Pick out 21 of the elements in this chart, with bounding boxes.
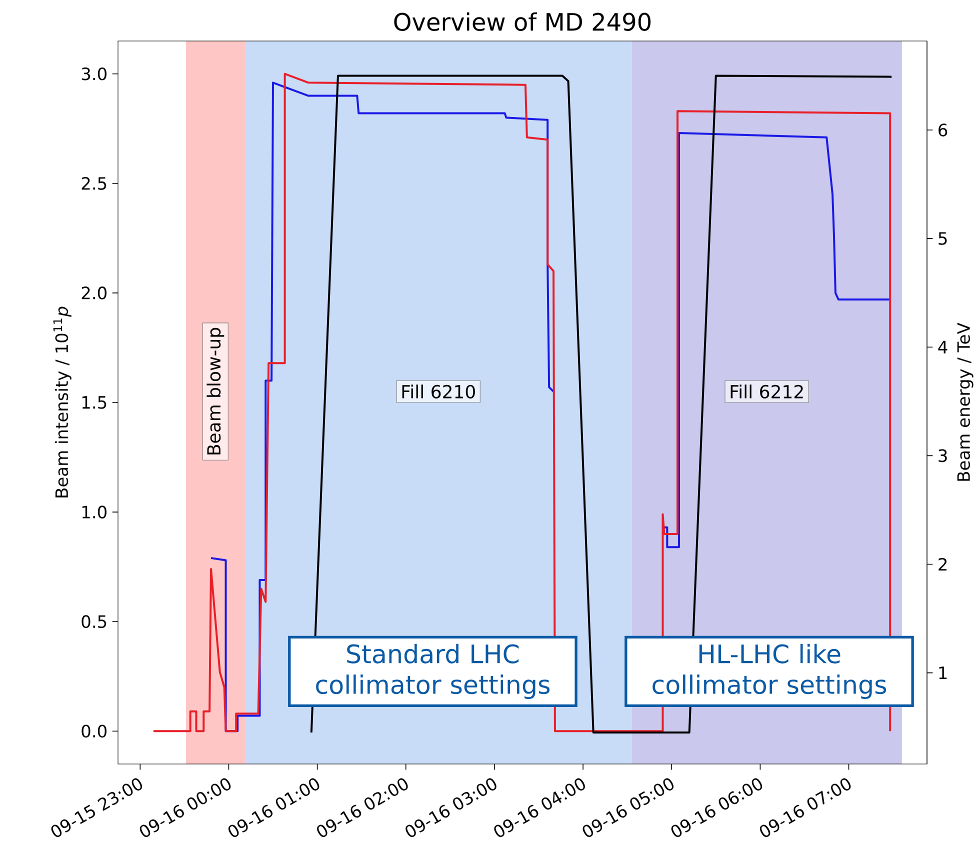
- y2-tick-label: 5: [938, 232, 947, 245]
- band-label: Fill 6210: [402, 384, 475, 399]
- y-tick-label: 2.5: [82, 176, 106, 190]
- band-label: Beam blow-up: [206, 328, 224, 454]
- annotation: HL-LHC like collimator settings: [652, 644, 886, 700]
- y-tick-label: 3.0: [82, 67, 106, 80]
- y2-tick-label: 2: [938, 558, 947, 571]
- y-tick-label: 2.0: [82, 286, 106, 300]
- y2-axis-title: Beam energy / TeV: [957, 322, 974, 481]
- y-tick-label: 1.5: [82, 396, 106, 409]
- chart-title: Overview of MD 2490: [394, 12, 651, 31]
- y-tick-label: 0.0: [82, 724, 106, 738]
- y-tick-label: 1.0: [82, 506, 106, 518]
- y2-tick-label: 3: [938, 449, 947, 462]
- band-label: Fill 6212: [730, 384, 803, 399]
- y-axis-title: Beam intensity / 10$^{11}$p: [53, 306, 72, 498]
- y2-tick-label: 6: [938, 124, 948, 136]
- annotation: Standard LHC collimator settings: [316, 644, 550, 700]
- y-tick-label: 0.5: [82, 615, 106, 628]
- y2-tick-label: 1: [939, 666, 947, 680]
- y2-tick-label: 4: [938, 340, 948, 354]
